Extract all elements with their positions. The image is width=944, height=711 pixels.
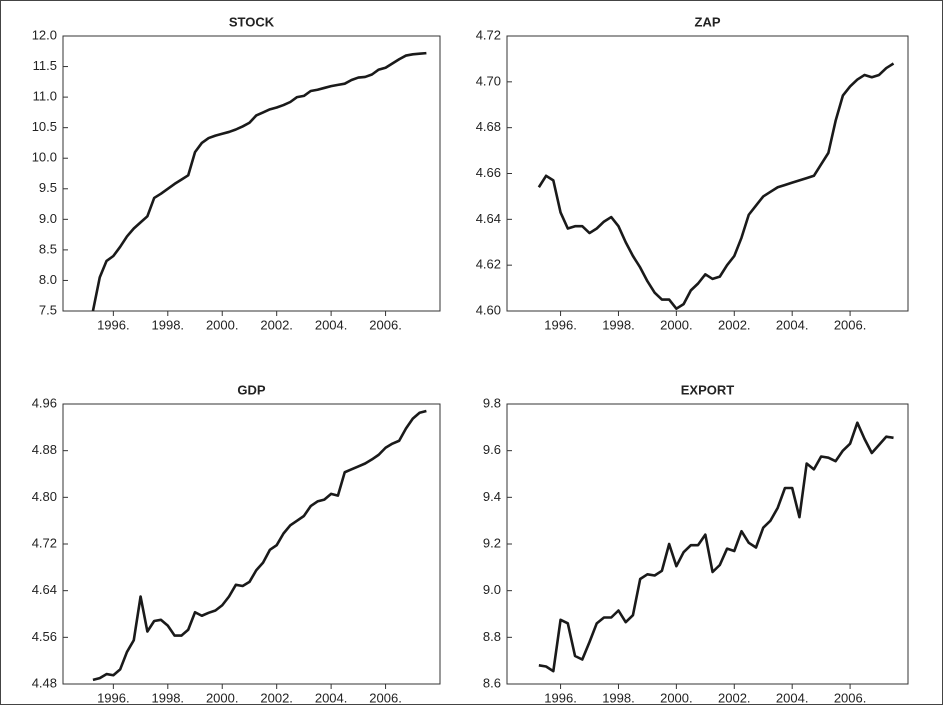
x-tick-label: 2000. xyxy=(206,317,239,332)
x-tick-label: 2006. xyxy=(369,690,402,705)
x-tick-label: 2006. xyxy=(834,690,867,705)
y-tick-label: 12.0 xyxy=(32,27,57,42)
y-tick-label: 8.8 xyxy=(483,629,501,644)
y-tick-label: 4.72 xyxy=(476,27,501,42)
y-tick-label: 4.68 xyxy=(476,119,501,134)
x-tick-label: 2000. xyxy=(206,690,239,705)
x-tick-label: 2006. xyxy=(369,317,402,332)
x-tick-label: 1996. xyxy=(544,690,577,705)
x-tick-label: 1998. xyxy=(152,317,185,332)
y-tick-label: 4.80 xyxy=(32,489,57,504)
y-tick-label: 4.72 xyxy=(32,535,57,550)
panel: STOCK 7.5 8.0 8.5 9.0 9.5 10.0 10.5 11.0 11.5 12.0… xyxy=(32,14,441,332)
panel: EXPORT 8.6 8.8 9.0 9.2 9.4 9.6 9.8 1996. 1998. 200… xyxy=(483,382,909,705)
x-tick-label: 2002. xyxy=(260,690,293,705)
y-tick-label: 9.0 xyxy=(39,211,57,226)
y-tick-label: 9.8 xyxy=(483,395,501,410)
y-tick-label: 8.0 xyxy=(39,272,57,287)
y-tick-label: 9.0 xyxy=(483,582,501,597)
chart-title: EXPORT xyxy=(681,382,735,397)
y-tick-label: 10.0 xyxy=(32,150,57,165)
data-line xyxy=(92,409,427,682)
x-tick-label: 2004. xyxy=(315,317,348,332)
plot-area xyxy=(62,35,441,312)
x-tick-label: 1998. xyxy=(602,690,635,705)
y-tick-label: 9.4 xyxy=(483,489,501,504)
x-tick-label: 2002. xyxy=(718,690,751,705)
x-tick-label: 2004. xyxy=(776,317,809,332)
y-tick-label: 4.62 xyxy=(476,257,501,272)
data-line xyxy=(91,51,427,312)
y-tick-label: 10.5 xyxy=(32,119,57,134)
y-tick-label: 9.2 xyxy=(483,535,501,550)
chart-title: ZAP xyxy=(695,14,721,29)
x-tick-label: 1998. xyxy=(602,317,635,332)
y-tick-label: 9.6 xyxy=(483,442,501,457)
x-tick-label: 1996. xyxy=(97,690,130,705)
data-line xyxy=(537,62,895,311)
y-tick-label: 4.60 xyxy=(476,302,501,317)
chart-title: STOCK xyxy=(229,14,275,29)
y-tick-label: 7.5 xyxy=(39,302,57,317)
x-tick-label: 1996. xyxy=(544,317,577,332)
x-tick-label: 2002. xyxy=(718,317,751,332)
x-tick-label: 2000. xyxy=(660,690,693,705)
y-tick-label: 4.48 xyxy=(32,675,57,690)
x-tick-label: 2004. xyxy=(776,690,809,705)
x-tick-label: 2004. xyxy=(315,690,348,705)
y-tick-label: 9.5 xyxy=(39,180,57,195)
y-tick-label: 4.70 xyxy=(476,73,501,88)
panel: GDP 4.48 4.56 4.64 4.72 4.80 4.88 4.96 1996. 1998… xyxy=(32,382,441,705)
x-tick-label: 1998. xyxy=(152,690,185,705)
y-tick-label: 4.64 xyxy=(476,211,501,226)
y-tick-label: 11.5 xyxy=(33,58,57,73)
x-tick-label: 2000. xyxy=(660,317,693,332)
y-tick-label: 11.0 xyxy=(33,89,57,104)
y-tick-label: 4.64 xyxy=(32,582,57,597)
x-tick-label: 2006. xyxy=(834,317,867,332)
panel: ZAP 4.60 4.62 4.64 4.66 4.68 4.70 4.72 1996. 1998… xyxy=(476,14,909,332)
x-tick-label: 2002. xyxy=(260,317,293,332)
y-tick-label: 4.56 xyxy=(32,629,57,644)
y-tick-label: 8.5 xyxy=(39,241,57,256)
data-line xyxy=(538,421,894,673)
x-tick-label: 1996. xyxy=(97,317,130,332)
chart-title: GDP xyxy=(237,382,266,397)
y-tick-label: 8.6 xyxy=(483,675,501,690)
y-tick-label: 4.66 xyxy=(476,165,501,180)
y-tick-label: 4.96 xyxy=(32,395,57,410)
y-tick-label: 4.88 xyxy=(32,442,57,457)
